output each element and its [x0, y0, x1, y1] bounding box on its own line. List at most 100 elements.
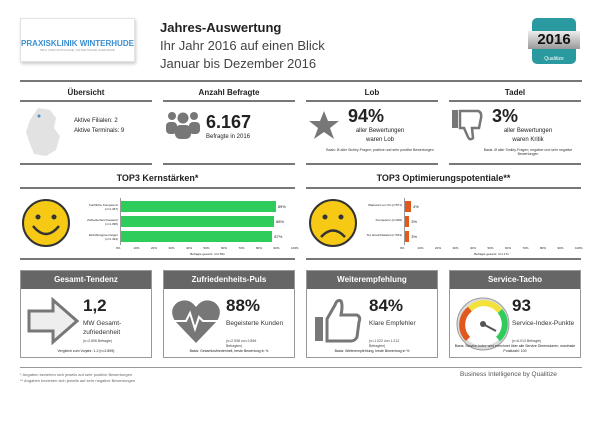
x-tick: 50% — [203, 246, 210, 250]
card-footer: Basis: Weiterempfehlung, beste Bewertung… — [334, 349, 410, 353]
bar-label: Zufriedenheit (Gesamt) (n=1.395) — [87, 218, 118, 226]
x-tick: 90% — [273, 246, 280, 250]
card-title: Service-Tacho — [450, 271, 580, 289]
x-tick: 100% — [575, 246, 583, 250]
card-label: Begeisterte Kunden — [226, 320, 284, 327]
bar-value: 3% — [411, 234, 418, 239]
company-logo: PRAXISKLINIK WINTERHUDE MKG | IMPLANTOLO… — [20, 18, 135, 62]
footnote-1: * Angaben beziehen sich jeweils auf sehr… — [20, 372, 133, 377]
card-label: Klare Empfehler — [369, 320, 416, 327]
bar — [404, 231, 410, 242]
card-title: Zufriedenheits-Puls — [164, 271, 294, 289]
bar — [404, 201, 411, 212]
badge-brand: Qualitize — [544, 56, 564, 62]
happy-smiley-icon — [22, 199, 70, 247]
tadel-basis: Basis: Ø aller Smiley-Fragen; negative u… — [483, 148, 573, 156]
thumbs-up-icon — [315, 299, 362, 343]
chart-title-optimization: TOP3 Optimierungspotentiale** — [376, 173, 511, 183]
bar-label: Fachliche Kompetenz (n=1.467) — [89, 203, 118, 211]
strengths-chart: Fachliche Kompetenz (n=1.467) 89% Zufriede… — [78, 198, 299, 258]
x-tick: 0% — [116, 246, 121, 250]
kpi-card-2: Weiterempfehlung 84% Klare Empfehler (n=… — [306, 270, 438, 358]
germany-map-icon — [26, 108, 60, 156]
page-subtitle: Ihr Jahr 2016 auf einen Blick — [160, 38, 325, 53]
x-tick: 0% — [400, 246, 405, 250]
x-tick: 10% — [133, 246, 140, 250]
x-axis-label: Befragte gesamt: n=1.171 — [474, 252, 509, 256]
card-value: 84% — [369, 296, 404, 315]
active-terminals: Aktive Terminals: 9 — [74, 128, 125, 134]
lob-basis: Basis: Ø aller Smiley-Fragen; positive u… — [326, 148, 434, 152]
badge-year: 2016 — [528, 31, 580, 49]
x-tick: 90% — [557, 246, 564, 250]
logo-sub: MKG | IMPLANTOLOGIE | ÄSTHETISCHE CHIRUR… — [40, 48, 115, 52]
bar-value: 3% — [411, 219, 418, 224]
chart-title-strengths: TOP3 Kernstärken* — [116, 173, 199, 183]
bar-label: Kompetenz (n=400) — [375, 218, 402, 222]
bar — [120, 216, 274, 227]
x-tick: 80% — [540, 246, 547, 250]
x-tick: 30% — [168, 246, 175, 250]
footnote-2: ** Angaben beziehen sich jeweils auf seh… — [20, 378, 136, 383]
befragte-label: Befragte in 2016 — [206, 134, 251, 140]
x-tick: 20% — [435, 246, 442, 250]
logo-name: PRAXISKLINIK WINTERHUDE — [21, 39, 134, 48]
divider — [20, 80, 582, 82]
x-tick: 80% — [256, 246, 263, 250]
kpi-card-1: Zufriedenheits-Puls 88% Begeisterte Kund… — [163, 270, 295, 358]
x-tick: 60% — [505, 246, 512, 250]
card-label: MW Gesamt-zufriedenheit — [83, 320, 122, 336]
tadel-title: Tadel — [504, 88, 526, 97]
befragte-title: Anzahl Befragte — [198, 88, 260, 97]
lob-value: 94% — [348, 106, 385, 126]
tadel-label: aller Bewertungen — [503, 128, 553, 134]
card-n: (n=1.022 von 1.212 Befragten) — [369, 339, 400, 348]
card-value: 88% — [226, 296, 261, 315]
card-n: (n=2.896 Befragte) — [83, 339, 113, 343]
year-badge: 2016 Qualitize — [528, 18, 580, 64]
bar-value: 4% — [413, 204, 419, 209]
sad-smiley-icon — [309, 199, 357, 247]
thumbs-down-icon — [452, 109, 483, 141]
y-axis — [404, 198, 405, 245]
x-tick: 40% — [470, 246, 477, 250]
card-value: 93 — [512, 296, 531, 315]
card-n: (n=2.538 von 2.896 Befragten) — [226, 339, 257, 348]
bar-label: Einfühlungsvermögen (n=1.434) — [88, 233, 118, 241]
bar — [404, 216, 410, 227]
x-tick: 70% — [522, 246, 529, 250]
page-title: Jahres-Auswertung — [160, 20, 282, 35]
card-footer: Basis: Gesamtzufriedenheit, beste Bewert… — [189, 349, 269, 353]
tadel-value: 3% — [492, 106, 519, 126]
card-n: (n=6.013 Befragte) — [512, 339, 542, 343]
heart-pulse-icon — [172, 300, 220, 343]
bar-value: 87% — [274, 234, 283, 239]
card-value: 1,2 — [83, 296, 107, 315]
tadel-label-2: waren Kritik — [512, 137, 544, 143]
x-tick: 30% — [452, 246, 459, 250]
x-tick: 60% — [221, 246, 228, 250]
brand-footer: Business Intelligence by Qualitize — [460, 371, 557, 378]
people-icon — [166, 112, 200, 139]
bar-value: 89% — [277, 204, 286, 209]
x-tick: 50% — [487, 246, 494, 250]
optimization-chart: Wartezeit vor Ort (n=571) 4% Kompetenz (n=… — [362, 198, 587, 258]
x-tick: 40% — [186, 246, 193, 250]
bar-label: Wartezeit vor Ort (n=571) — [368, 203, 402, 207]
befragte-value: 6.167 — [206, 112, 252, 132]
x-tick: 70% — [238, 246, 245, 250]
lob-title: Lob — [364, 88, 380, 97]
bar — [120, 201, 276, 212]
x-axis-label: Befragte gesamt: n=2.591 — [190, 252, 225, 256]
star-icon — [309, 111, 339, 139]
card-title: Gesamt-Tendenz — [21, 271, 151, 289]
overview-title: Übersicht — [67, 88, 105, 97]
bar-value: 88% — [276, 219, 285, 224]
card-title: Weiterempfehlung — [307, 271, 437, 289]
arrow-right-icon — [27, 296, 80, 346]
x-tick: 10% — [417, 246, 424, 250]
lob-label: aller Bewertungen — [355, 128, 405, 134]
bar-label: Tel. Erreichbarkeit (n=543) — [366, 233, 402, 237]
bar — [120, 231, 273, 242]
card-footer: Basis: Service-Index wird errechnet über… — [454, 344, 576, 353]
